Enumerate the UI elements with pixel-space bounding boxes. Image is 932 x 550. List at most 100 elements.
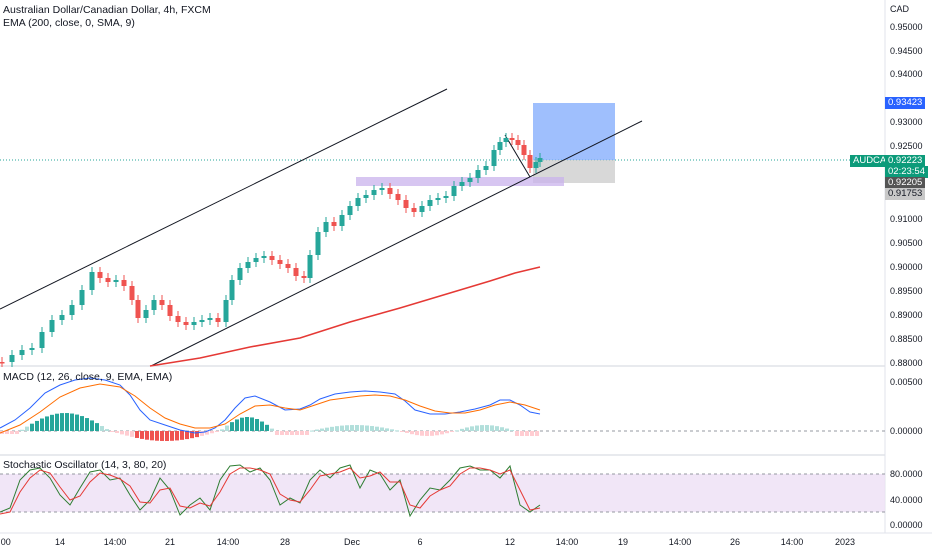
candle-body xyxy=(467,178,473,182)
macd-legend[interactable]: MACD (12, 26, close, 9, EMA, EMA) xyxy=(3,371,173,383)
macd-bar xyxy=(480,425,484,431)
entry-price-tag: 0.92205 xyxy=(885,177,926,189)
macd-bar xyxy=(370,426,374,431)
macd-bar xyxy=(325,427,329,431)
candle-body xyxy=(537,158,543,162)
macd-bar xyxy=(80,416,84,431)
macd-bar xyxy=(215,431,219,432)
macd-bar xyxy=(160,431,164,441)
stoch-k-line xyxy=(0,464,541,518)
candle-body xyxy=(451,186,457,196)
candle-body xyxy=(135,300,141,318)
candle-body xyxy=(79,290,85,305)
candle-body xyxy=(363,195,369,198)
candle-body xyxy=(347,206,353,215)
macd-tick: 0.00000 xyxy=(890,426,923,436)
macd-bar xyxy=(90,420,94,431)
macd-bar xyxy=(275,431,279,435)
price-tick: 0.89000 xyxy=(890,310,923,320)
candle-body xyxy=(0,362,5,364)
macd-bar xyxy=(335,426,339,431)
candle-body xyxy=(215,318,221,322)
macd-bar xyxy=(400,431,404,432)
candle-body xyxy=(223,300,229,322)
macd-bar xyxy=(465,427,469,431)
candle-body xyxy=(19,350,25,355)
candle-body xyxy=(143,310,149,318)
stoch-band xyxy=(0,474,885,512)
candle-body xyxy=(403,200,409,208)
support-zone[interactable] xyxy=(356,177,564,186)
channel-upper-trendline[interactable] xyxy=(0,88,448,310)
macd-bar xyxy=(135,431,139,438)
price-tick: 0.92500 xyxy=(890,141,923,151)
candle-body xyxy=(229,280,235,300)
macd-bar xyxy=(415,431,419,436)
macd-bar xyxy=(510,430,514,432)
price-tick: 0.90500 xyxy=(890,238,923,248)
macd-bar xyxy=(220,429,224,431)
macd-bar xyxy=(410,431,414,435)
macd-bar xyxy=(360,425,364,431)
time-tick: 6 xyxy=(417,537,422,547)
candle-body xyxy=(509,138,515,140)
macd-bar xyxy=(145,431,149,440)
target-zone[interactable] xyxy=(533,103,615,160)
ema-legend[interactable]: EMA (200, close, 0, SMA, 9) xyxy=(3,17,135,29)
macd-bar xyxy=(250,417,254,431)
macd-bar xyxy=(285,431,289,435)
macd-bar xyxy=(395,430,399,432)
macd-bar xyxy=(310,430,314,432)
macd-bar xyxy=(440,431,444,435)
macd-bar xyxy=(505,428,509,431)
candle-body xyxy=(387,188,393,194)
candle-body xyxy=(301,276,307,278)
macd-bar xyxy=(425,431,429,436)
candle-body xyxy=(475,170,481,178)
macd-bar xyxy=(200,431,204,436)
price-tick: 0.95000 xyxy=(890,22,923,32)
macd-bar xyxy=(5,431,9,434)
macd-bar xyxy=(40,418,44,431)
macd-bar xyxy=(270,428,274,431)
candle-body xyxy=(29,348,35,350)
candle-body xyxy=(323,222,329,232)
macd-bar xyxy=(380,427,384,431)
time-axis[interactable]: 0:00 14 14:00 21 14:00 28 Dec 6 12 14:00 19 14:00 26… xyxy=(0,537,855,547)
candle-body xyxy=(491,150,497,166)
macd-bar xyxy=(430,431,434,436)
candle-body xyxy=(207,318,213,320)
price-tick: 0.90000 xyxy=(890,262,923,272)
macd-bar xyxy=(315,429,319,431)
macd-bar xyxy=(130,431,134,437)
macd-bar xyxy=(265,424,269,431)
macd-bar xyxy=(70,413,74,431)
candle-body xyxy=(59,315,65,320)
stoch-tick: 40.0000 xyxy=(890,495,923,505)
macd-bar xyxy=(420,431,424,436)
channel-lower-trendline[interactable] xyxy=(150,120,643,367)
candle-body xyxy=(435,198,441,200)
macd-signal-line xyxy=(0,383,541,434)
candle-body xyxy=(371,190,377,195)
candle-body xyxy=(315,232,321,255)
macd-bar xyxy=(455,430,459,432)
candle-body xyxy=(285,264,291,268)
candle-body xyxy=(39,332,45,348)
macd-bar xyxy=(50,414,54,431)
time-tick: 2023 xyxy=(835,537,855,547)
candle-body xyxy=(443,196,449,198)
macd-bar xyxy=(535,431,539,436)
candle-body xyxy=(427,200,433,206)
macd-bar xyxy=(385,428,389,431)
pullback-trendline[interactable] xyxy=(504,134,531,178)
candle-body xyxy=(277,260,283,264)
stoch-legend[interactable]: Stochastic Oscillator (14, 3, 80, 20) xyxy=(3,459,167,471)
price-axis[interactable]: 0.95000 0.94500 0.94000 0.93000 0.92500 0.910… xyxy=(890,22,923,368)
macd-bar xyxy=(345,425,349,431)
symbol-title[interactable]: Australian Dollar/Canadian Dollar, 4h, F… xyxy=(3,4,211,16)
macd-bar xyxy=(190,431,194,439)
macd-bar xyxy=(405,431,409,433)
macd-bar xyxy=(515,431,519,436)
